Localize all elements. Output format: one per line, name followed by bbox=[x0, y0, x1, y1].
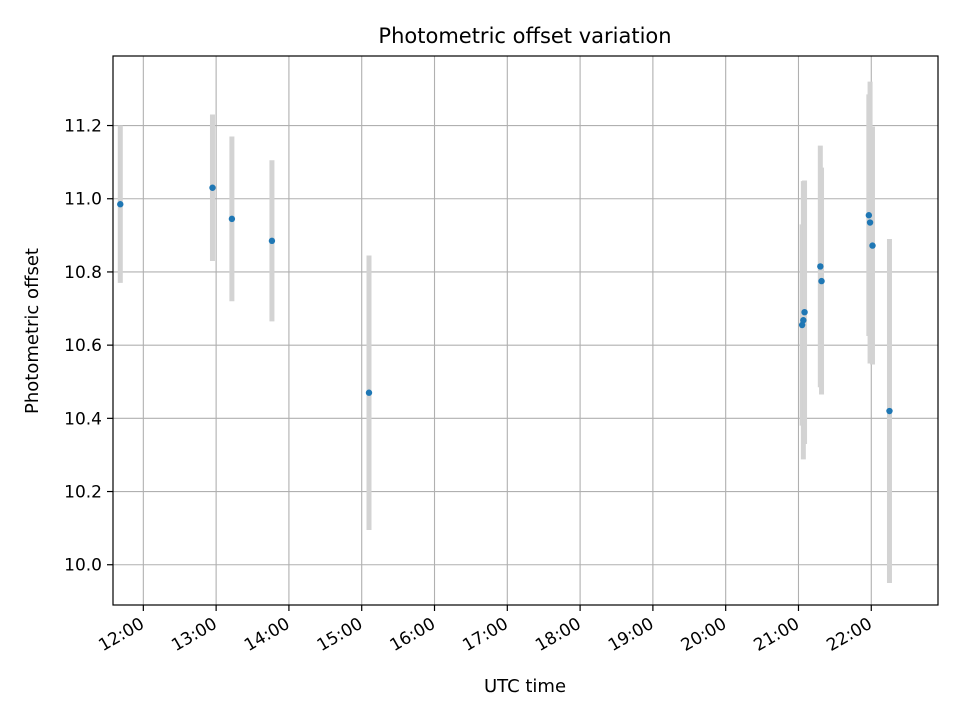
y-tick-label: 10.2 bbox=[64, 483, 102, 503]
chart-title: Photometric offset variation bbox=[378, 24, 671, 48]
data-point bbox=[869, 242, 876, 249]
y-tick-label: 10.4 bbox=[64, 409, 102, 429]
data-point bbox=[865, 212, 873, 219]
x-tick-label: 20:00 bbox=[678, 614, 730, 656]
x-tick-label: 12:00 bbox=[95, 614, 147, 656]
x-tick-label: 19:00 bbox=[605, 614, 657, 656]
x-axis-label: UTC time bbox=[484, 676, 566, 697]
y-tick-label: 11.0 bbox=[64, 190, 102, 210]
x-tick-label: 22:00 bbox=[823, 614, 875, 656]
y-tick-label: 11.2 bbox=[64, 117, 102, 137]
y-tick-label: 10.8 bbox=[64, 263, 102, 283]
tick-layer: 12:00 13:00 14:00 15:00 16:00 17:00 18:00 19:00… bbox=[64, 117, 876, 656]
y-tick-label: 10.0 bbox=[64, 556, 102, 576]
plot-frame bbox=[112, 55, 939, 606]
data-point bbox=[886, 407, 893, 415]
x-tick-label: 21:00 bbox=[751, 614, 803, 656]
data-point bbox=[365, 389, 373, 396]
grid-layer bbox=[113, 56, 938, 605]
data-point bbox=[228, 215, 236, 223]
data-point bbox=[818, 277, 825, 285]
x-tick-label: 17:00 bbox=[459, 614, 511, 656]
data-point bbox=[117, 201, 124, 208]
x-tick-label: 15:00 bbox=[314, 614, 366, 656]
x-tick-label: 13:00 bbox=[168, 614, 220, 656]
y-tick-label: 10.6 bbox=[64, 336, 102, 356]
y-axis-label: Photometric offset bbox=[22, 248, 43, 414]
data-point bbox=[268, 237, 276, 245]
data-point bbox=[817, 263, 824, 270]
data-point bbox=[209, 184, 216, 191]
data-point bbox=[800, 317, 807, 324]
x-tick-label: 14:00 bbox=[241, 614, 293, 656]
data-point bbox=[866, 219, 874, 226]
point-layer bbox=[117, 184, 893, 415]
data-point bbox=[801, 309, 808, 316]
x-tick-label: 18:00 bbox=[532, 614, 584, 656]
x-tick-label: 16:00 bbox=[387, 614, 439, 656]
errorbar-layer bbox=[117, 81, 892, 584]
